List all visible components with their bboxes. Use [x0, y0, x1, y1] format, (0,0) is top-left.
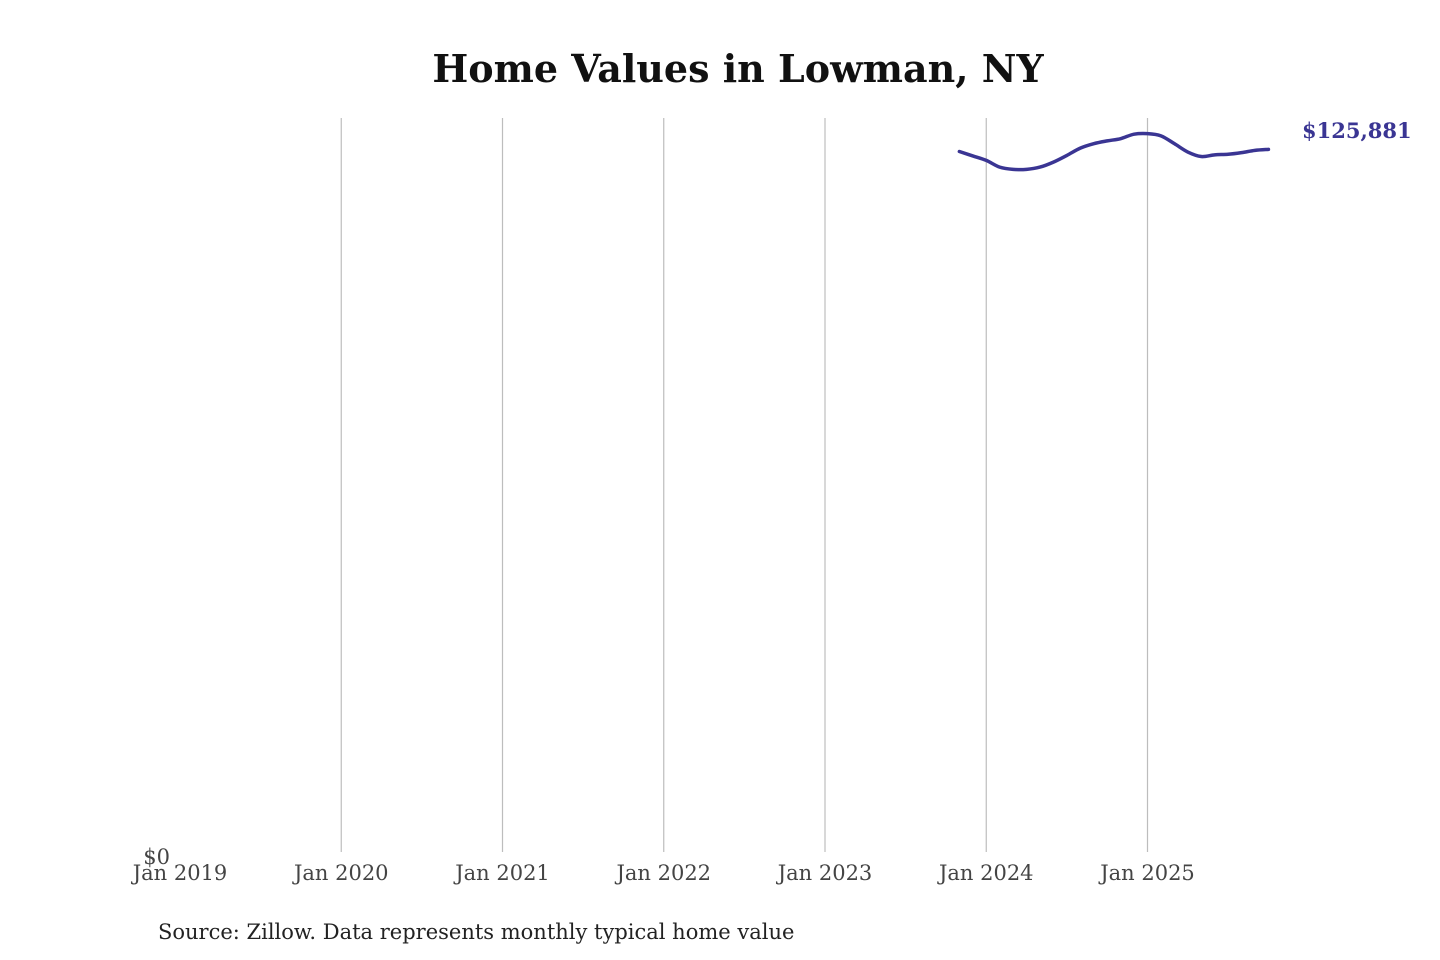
end-value-label: $125,881 [1302, 118, 1412, 143]
x-tick-label: Jan 2019 [131, 861, 228, 885]
source-note: Source: Zillow. Data represents monthly … [158, 920, 794, 944]
y-tick-label: $0 [143, 845, 170, 869]
series-line-0 [957, 131, 1271, 172]
x-tick-label: Jan 2022 [614, 861, 711, 885]
x-tick-label: Jan 2023 [776, 861, 873, 885]
x-tick-label: Jan 2021 [453, 861, 550, 885]
x-tick-label: Jan 2020 [292, 861, 389, 885]
x-axis-ticks: Jan 2019 Jan 2020 Jan 2021 Jan 2022 Jan 2023… [131, 861, 1195, 885]
series-layer [957, 131, 1271, 172]
x-tick-label: Jan 2025 [1098, 861, 1195, 885]
x-tick-label: Jan 2024 [937, 861, 1034, 885]
gridlines [340, 118, 1149, 852]
chart-title: Home Values in Lowman, NY [432, 46, 1044, 91]
